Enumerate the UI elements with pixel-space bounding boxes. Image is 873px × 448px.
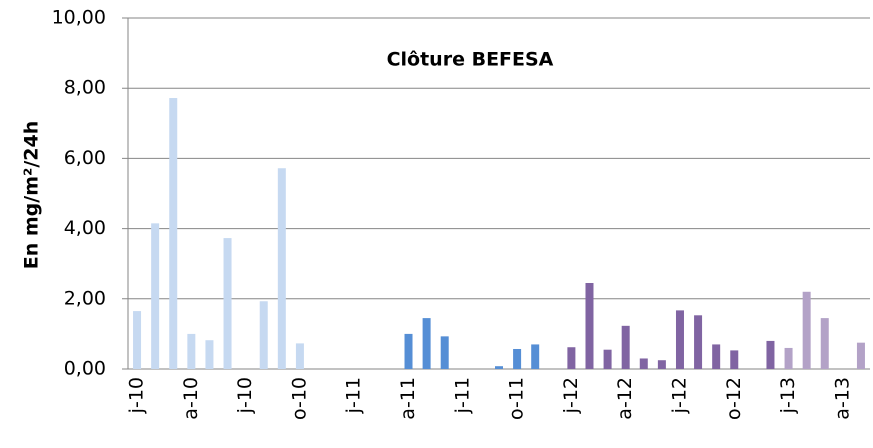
x-tick-label: j-13 [777, 377, 799, 414]
bar [585, 283, 594, 369]
bar [205, 340, 214, 369]
bar [712, 344, 721, 369]
x-tick-label: j-10 [126, 377, 148, 414]
bar [657, 360, 666, 369]
bar [277, 168, 286, 369]
bar [766, 340, 775, 369]
x-tick-label: o-12 [723, 377, 745, 420]
bar [259, 301, 268, 369]
bar [639, 358, 648, 369]
y-tick-label: 10,00 [52, 7, 106, 29]
bar [621, 325, 630, 369]
y-axis-label: En mg/m²/24h [21, 121, 43, 269]
bar [730, 350, 739, 369]
y-tick-label: 0,00 [64, 358, 106, 380]
bar [820, 318, 829, 369]
bar [495, 366, 503, 369]
bar [603, 349, 612, 369]
x-tick-label: a-10 [180, 377, 202, 420]
bar [133, 311, 142, 369]
x-tick-label: o-10 [288, 377, 310, 420]
bar [422, 318, 431, 369]
x-tick-label: j-12 [668, 377, 690, 414]
bar [404, 333, 413, 369]
bar [802, 291, 811, 369]
bar [223, 238, 232, 369]
bar [694, 315, 703, 369]
bar [169, 98, 178, 369]
bar [440, 336, 449, 369]
x-tick-label: j-11 [343, 377, 365, 414]
bar [675, 310, 684, 369]
y-tick-label: 6,00 [64, 147, 106, 169]
x-tick-label: a-11 [397, 377, 419, 420]
bar [295, 343, 304, 369]
x-tick-label: o-11 [506, 377, 528, 420]
bar [187, 333, 196, 369]
bar [531, 344, 540, 369]
y-tick-label: 4,00 [64, 217, 106, 239]
bar [567, 347, 576, 369]
bar [784, 347, 793, 369]
chart-title: Clôture BEFESA [387, 49, 554, 71]
x-tick-label: j-12 [560, 377, 582, 414]
x-tick-label: a-13 [831, 377, 853, 420]
y-tick-label: 8,00 [64, 77, 106, 99]
bar [856, 342, 865, 369]
bar [151, 223, 160, 369]
x-tick-label: j-10 [234, 377, 256, 414]
y-tick-label: 2,00 [64, 287, 106, 309]
x-tick-label: a-12 [614, 377, 636, 420]
x-tick-label: j-11 [451, 377, 473, 414]
bar [513, 348, 522, 369]
